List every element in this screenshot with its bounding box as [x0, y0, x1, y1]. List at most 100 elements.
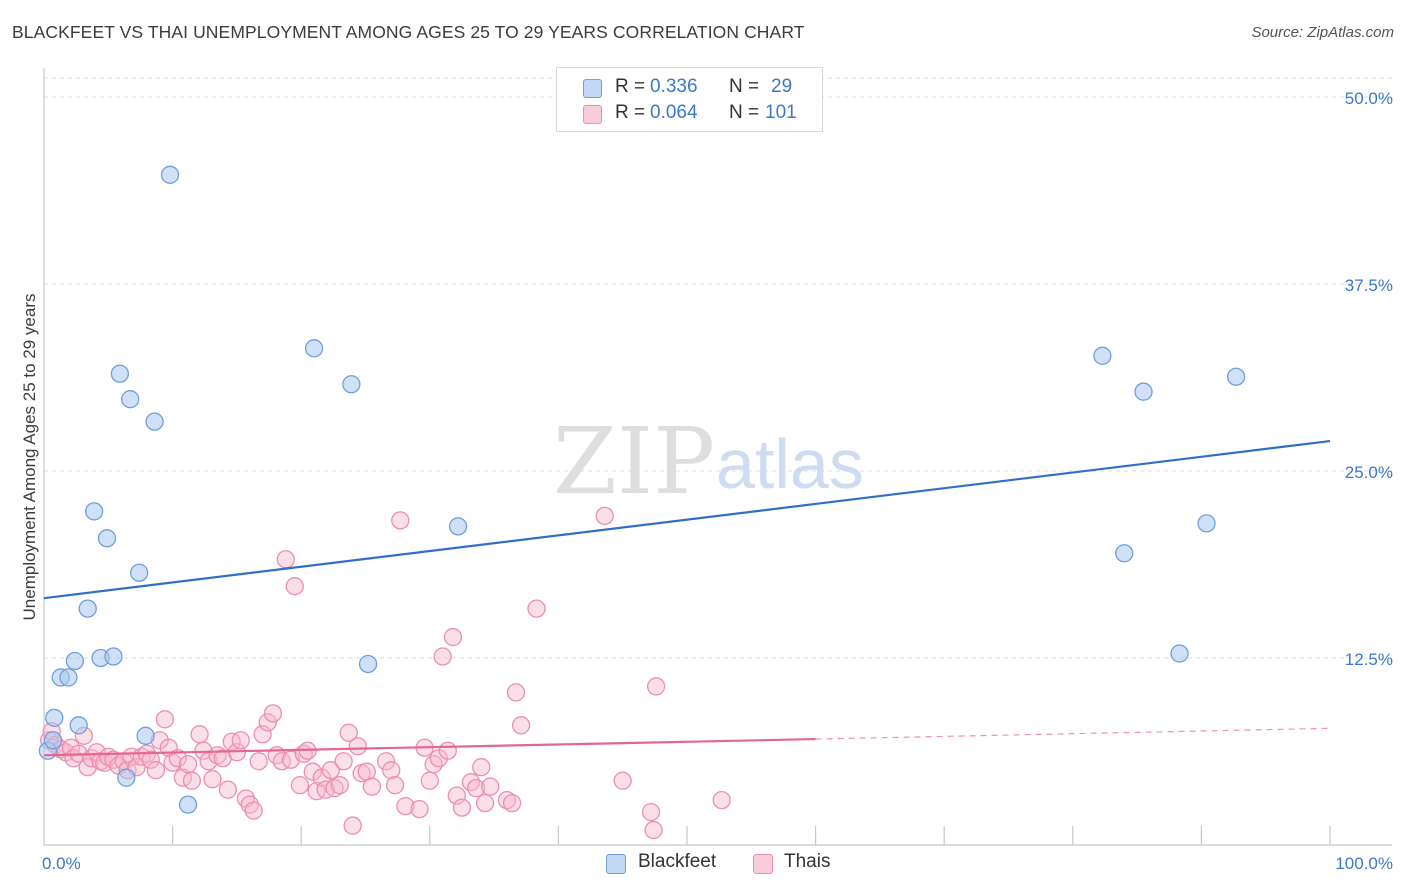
- thais-point: [506, 683, 526, 702]
- thais-point: [641, 802, 661, 822]
- blackfeet-point: [65, 651, 85, 671]
- watermark-atlas: atlas: [716, 425, 864, 503]
- thais-point: [382, 761, 401, 780]
- blackfeet-point: [1197, 514, 1216, 533]
- tick-labels: 12.5% 25.0% 37.5% 50.0% 0.0% 100.0%: [42, 89, 1393, 873]
- thais-point: [285, 577, 304, 596]
- blackfeet-point: [1226, 367, 1246, 386]
- thais-point: [362, 777, 382, 796]
- r-value: 0.064: [650, 102, 698, 123]
- thais-point: [644, 820, 663, 840]
- thais-point: [141, 750, 160, 769]
- thais-point: [290, 776, 310, 795]
- correlation-legend: R = 0.336 N = 29 R = 0.064 N = 101: [556, 67, 823, 132]
- thais-point: [712, 790, 731, 810]
- y-tick-label: 50.0%: [1345, 89, 1393, 108]
- n-label: N =: [729, 76, 760, 97]
- thais-point: [276, 550, 295, 569]
- thais-point: [472, 758, 491, 777]
- blackfeet-swatch: [583, 79, 602, 98]
- blackfeet-point: [43, 731, 63, 750]
- blackfeet-point: [1134, 382, 1153, 401]
- thais-point: [168, 749, 187, 768]
- thais-point: [218, 780, 238, 799]
- thais-point: [595, 506, 614, 526]
- thais-point: [438, 741, 457, 760]
- thais-point: [258, 713, 277, 732]
- blackfeet-point: [1093, 346, 1112, 365]
- blackfeet-trend-line: [43, 439, 1331, 600]
- blackfeet-point: [178, 795, 198, 814]
- thais-point: [613, 771, 632, 790]
- y-tick-label: 37.5%: [1345, 276, 1393, 295]
- thais-point: [321, 761, 340, 780]
- thais-point: [343, 816, 362, 835]
- thais-point: [190, 725, 209, 744]
- blackfeet-point: [59, 668, 78, 687]
- thais-point: [303, 762, 322, 781]
- r-label: R =: [615, 76, 646, 97]
- blackfeet-point: [117, 768, 136, 787]
- blackfeet-point: [342, 375, 361, 394]
- thais-point: [502, 793, 522, 813]
- thais-point: [182, 771, 202, 790]
- y-tick-label: 25.0%: [1345, 463, 1393, 482]
- axes: [43, 68, 1392, 846]
- thais-point: [433, 647, 452, 666]
- blackfeet-point: [358, 654, 378, 674]
- thais-point: [420, 771, 439, 790]
- blackfeet-point: [110, 364, 130, 383]
- blackfeet-point: [136, 726, 155, 745]
- watermark: ZIP atlas: [553, 408, 864, 515]
- blackfeet-point: [45, 708, 64, 727]
- thais-point: [263, 704, 283, 723]
- blackfeet-legend-swatch: [606, 854, 626, 874]
- thais-point: [481, 777, 500, 796]
- thais-legend-swatch: [753, 854, 773, 874]
- blackfeet-point: [104, 647, 123, 666]
- thais-point: [146, 761, 166, 780]
- trend-lines: [43, 439, 1331, 757]
- thais-point: [443, 627, 463, 647]
- x-tick-label-right: 100.0%: [1335, 854, 1393, 873]
- thais-point: [155, 710, 175, 729]
- thais-point: [348, 737, 367, 756]
- thais-point: [475, 793, 495, 813]
- gridlines: [44, 77, 1392, 659]
- chart-title: BLACKFEET VS THAI UNEMPLOYMENT AMONG AGE…: [12, 22, 805, 42]
- series-blackfeet: [38, 165, 1246, 814]
- thais-point: [511, 716, 531, 735]
- thais-point: [376, 752, 396, 771]
- blackfeet-point: [304, 339, 324, 358]
- thais-point: [527, 599, 546, 618]
- watermark-zip: ZIP: [553, 408, 715, 515]
- thais-point: [253, 725, 272, 744]
- thais-trend-line: [43, 737, 816, 757]
- y-axis-label: Unemployment Among Ages 25 to 29 years: [20, 294, 39, 621]
- thais-point: [385, 776, 405, 795]
- thais-point: [452, 798, 472, 817]
- r-label: R =: [615, 102, 646, 123]
- thais-point: [330, 776, 349, 795]
- blackfeet-point: [1115, 544, 1134, 563]
- thais-point: [249, 752, 268, 771]
- thais-point: [391, 511, 410, 530]
- n-label: N =: [729, 102, 760, 123]
- thais-point: [466, 779, 486, 798]
- thais-point: [646, 677, 666, 696]
- thais-trend-line-extension: [815, 727, 1331, 740]
- blackfeet-point: [85, 502, 104, 521]
- blackfeet-point: [448, 517, 468, 536]
- blackfeet-point: [130, 563, 149, 582]
- thais-point: [396, 796, 415, 816]
- blackfeet-point: [78, 599, 97, 618]
- thais-point: [178, 755, 198, 774]
- r-value: 0.336: [650, 76, 698, 97]
- thais-point: [410, 799, 429, 819]
- x-tick-label-left: 0.0%: [42, 854, 81, 873]
- thais-legend-label: Thais: [784, 851, 831, 872]
- n-value: 101: [765, 102, 797, 123]
- y-tick-label: 12.5%: [1345, 650, 1393, 669]
- n-value: 29: [771, 76, 793, 97]
